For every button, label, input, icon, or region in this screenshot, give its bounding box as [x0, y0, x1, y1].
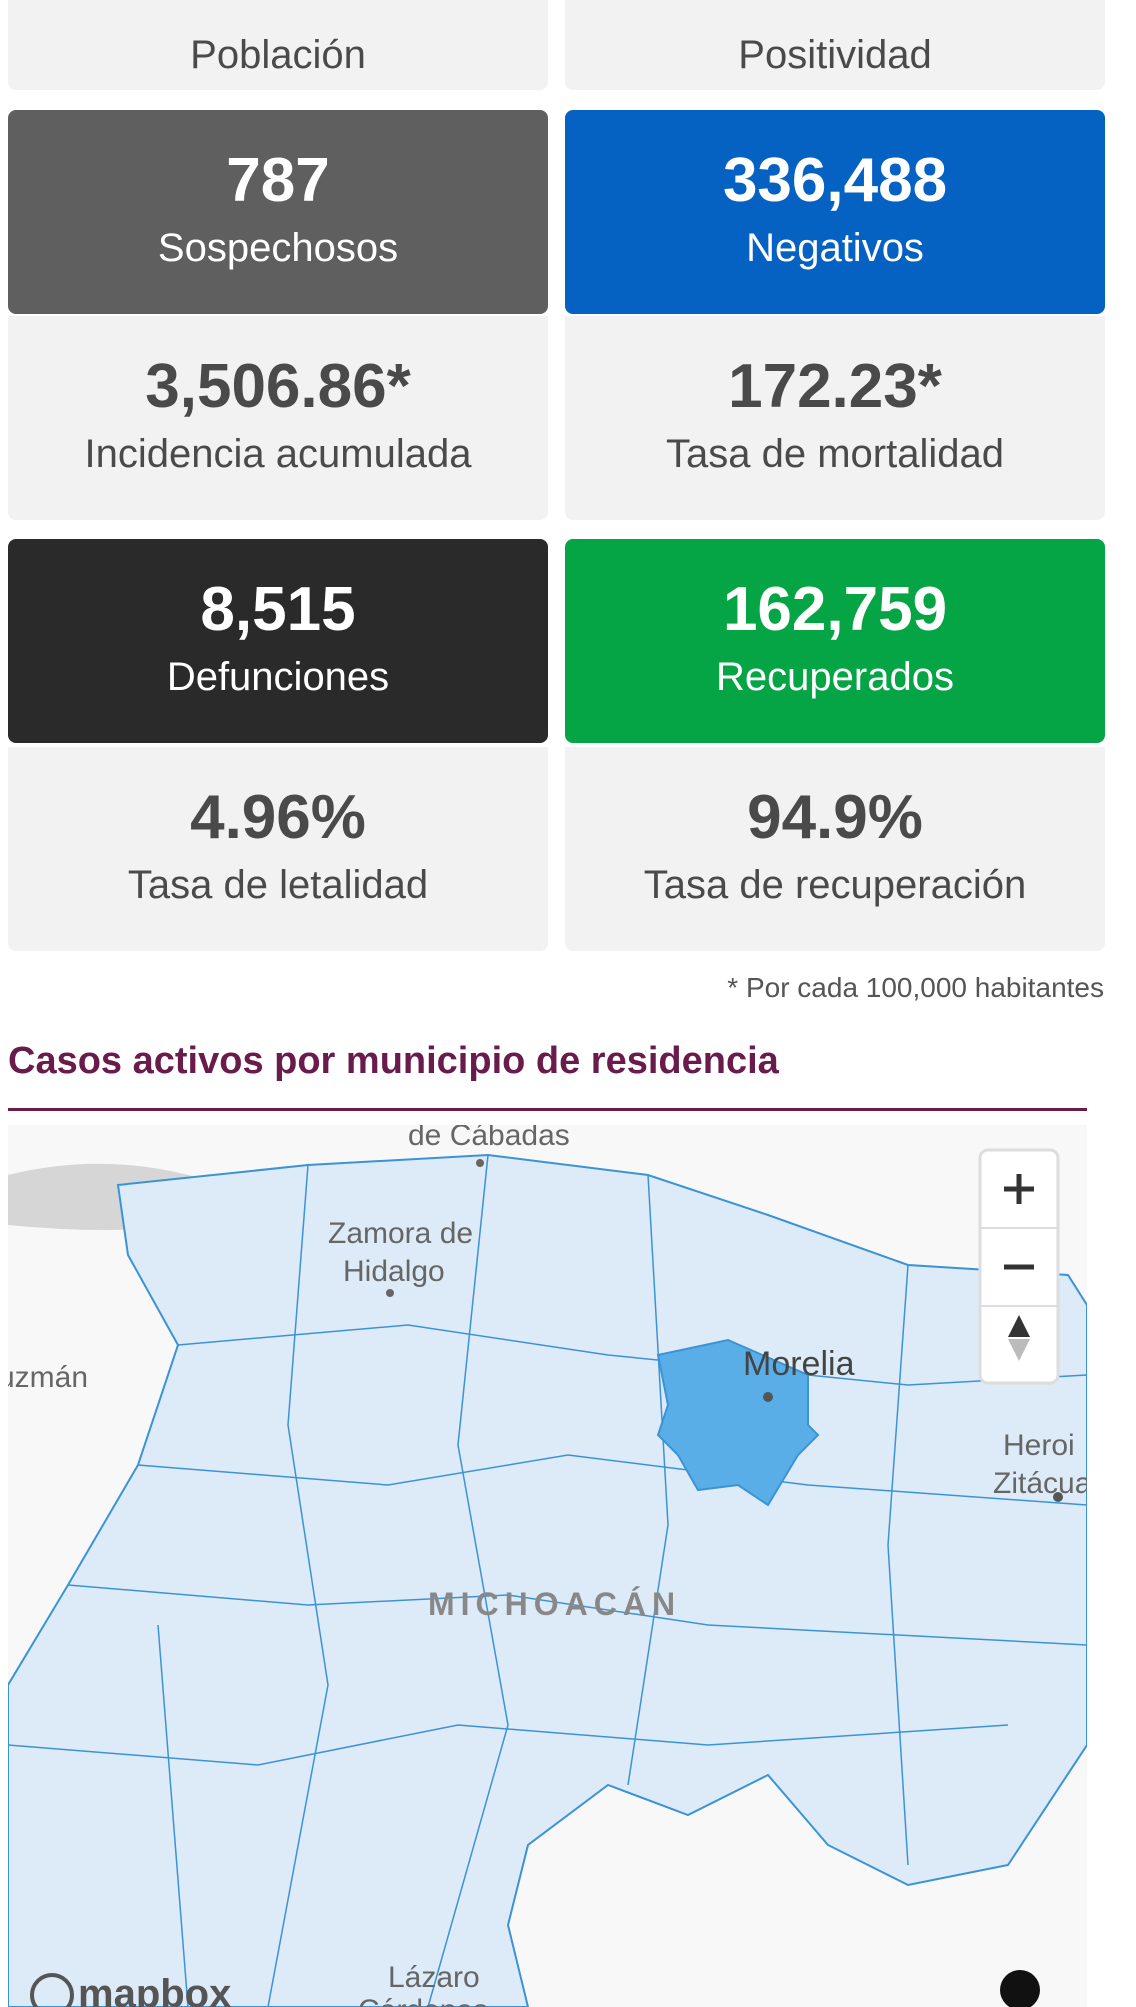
map-label: Morelia	[743, 1345, 855, 1383]
stat-card: 787 Sospechosos	[8, 110, 548, 314]
city-dot	[386, 1289, 394, 1297]
stat-label: Tasa de recuperación	[643, 863, 1027, 907]
map-label: Hidalgo	[343, 1255, 445, 1288]
stat-value: 8,515	[200, 575, 356, 644]
mapbox-logo	[30, 1973, 74, 2007]
map-label: MICHOACÁN	[428, 1586, 681, 1622]
municipal-borders	[8, 1154, 1087, 2007]
map-label: Lázaro	[388, 1961, 480, 1994]
stat-card: 4.96% Tasa de letalidad	[8, 747, 548, 951]
map-label: de Cábadas	[408, 1125, 570, 1152]
stat-card: 162,759 Recuperados	[565, 539, 1105, 743]
title-rule	[8, 1108, 1087, 1111]
stat-value: 787	[226, 146, 330, 215]
stat-value: 3,506.86*	[145, 352, 411, 421]
compass	[1008, 1339, 1030, 1361]
stat-value: 172.23*	[728, 352, 942, 421]
compass[interactable]	[1008, 1315, 1030, 1337]
stat-card: 336,488 Negativos	[565, 110, 1105, 314]
info-button[interactable]	[1000, 1970, 1040, 2007]
stat-value: 4.96%	[190, 783, 366, 852]
city-dot	[763, 1392, 773, 1402]
map-label: Heroi	[1003, 1429, 1075, 1462]
stat-label: Incidencia acumulada	[84, 432, 472, 476]
stat-card: Positividad	[565, 0, 1105, 90]
attribution: mapbox	[78, 1972, 231, 2007]
map-label: Zitácua	[993, 1467, 1087, 1500]
zoom-controls	[978, 1148, 1060, 1385]
city-dot	[476, 1159, 484, 1167]
stat-card: Población	[8, 0, 548, 90]
stat-label: Recuperados	[716, 655, 954, 699]
stat-value: 162,759	[722, 575, 948, 644]
stat-label: Tasa de mortalidad	[666, 432, 1004, 476]
footnote: * Por cada 100,000 habitantes	[727, 972, 1104, 1003]
stat-card: 172.23* Tasa de mortalidad	[565, 316, 1105, 520]
stat-label: Tasa de letalidad	[127, 863, 429, 907]
stat-label: Sospechosos	[157, 226, 399, 270]
map-label: Cárdenas	[358, 1994, 488, 2007]
stat-label: Negativos	[746, 226, 924, 270]
section-title: Casos activos por municipio de residenci…	[8, 1040, 779, 1082]
map: de Cábadas Zamora de Hidalgo uzmán Morelia He…	[8, 1125, 1087, 2007]
stat-value: 336,488	[722, 146, 948, 215]
map-label: Zamora de	[328, 1217, 473, 1250]
city-dot	[1053, 1492, 1063, 1502]
stat-label: Defunciones	[166, 655, 390, 699]
stat-card: 3,506.86* Incidencia acumulada	[8, 316, 548, 520]
stat-card: 94.9% Tasa de recuperación	[565, 747, 1105, 951]
stat-card: 8,515 Defunciones	[8, 539, 548, 743]
zoom-in[interactable]	[1004, 1174, 1034, 1204]
morelia-highlight	[656, 1338, 820, 1507]
stat-value: 94.9%	[747, 783, 923, 852]
map-label: uzmán	[8, 1361, 88, 1394]
